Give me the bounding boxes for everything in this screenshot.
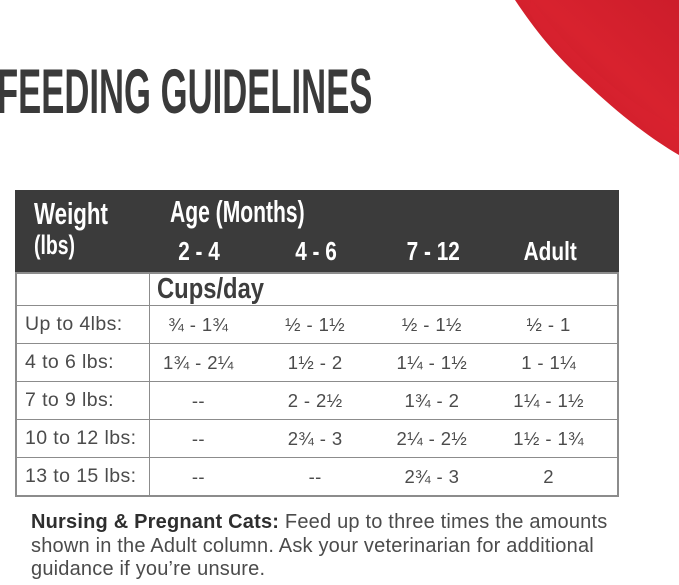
cell-value: 1¼ - 1½	[396, 351, 468, 373]
column-header-2-4: 2 - 4	[177, 236, 220, 266]
cell-value: 2¾ - 3	[287, 427, 343, 449]
note-line-3: guidance if you’re unsure.	[31, 558, 266, 580]
cell-value: 1¼ - 1½	[513, 389, 584, 411]
nursing-pregnant-note: Nursing & Pregnant Cats: Feed up to thre…	[31, 511, 641, 582]
cell-value: --	[191, 389, 205, 411]
note-line-1: Nursing & Pregnant Cats: Feed up to thre…	[31, 511, 641, 535]
age-months-header: Age (Months)	[170, 194, 305, 229]
cell-value: --	[191, 427, 205, 449]
table-row: 7 to 9 lbs: -- 2 - 2½ 1¾ - 2 1¼ - 1½	[17, 382, 617, 420]
table-row: 13 to 15 lbs: -- -- 2¾ - 3 2	[17, 458, 617, 495]
cell-value: 2	[543, 465, 554, 487]
column-header-adult: Adult	[523, 236, 577, 266]
cell-value: 1¾ - 2¼	[163, 351, 234, 373]
weight-header-label: Weight	[34, 196, 108, 231]
table-row: Up to 4lbs: ¾ - 1¾ ½ - 1½ ½ - 1½ ½ - 1	[17, 306, 617, 344]
units-row-empty-cell	[17, 274, 150, 305]
cell-value: ½ - 1½	[401, 313, 462, 335]
table-row: 10 to 12 lbs: -- 2¾ - 3 2¼ - 2½ 1½ - 1¾	[17, 420, 617, 458]
table-body: Cups/day Up to 4lbs: ¾ - 1¾ ½ - 1½ ½ - 1…	[15, 272, 619, 497]
row-label: 13 to 15 lbs:	[17, 458, 150, 495]
age-column-labels: 2 - 4 4 - 6 7 - 12 Adult	[150, 237, 619, 265]
units-row: Cups/day	[17, 274, 617, 306]
row-label: Up to 4lbs:	[17, 306, 150, 343]
cups-per-day-label: Cups/day	[157, 273, 265, 305]
cell-value: ½ - 1½	[285, 313, 346, 335]
note-line-1-rest: Feed up to three times the amounts	[279, 511, 608, 533]
cell-value: 1½ - 1¾	[513, 427, 584, 449]
row-label: 10 to 12 lbs:	[17, 420, 150, 457]
cell-value: ¾ - 1¾	[168, 313, 229, 335]
cell-value: --	[191, 465, 205, 487]
weight-column-header: Weight (lbs)	[34, 197, 137, 261]
feeding-table: Weight (lbs) Age (Months) 2 - 4 4 - 6 7 …	[15, 190, 619, 497]
row-label: 4 to 6 lbs:	[17, 344, 150, 381]
weight-units-label: (lbs)	[34, 230, 76, 260]
red-swoosh-decoration	[515, 0, 679, 155]
note-line-2: shown in the Adult column. Ask your vete…	[31, 534, 594, 557]
cell-value: 1¾ - 2	[404, 389, 460, 411]
table-row: 4 to 6 lbs: 1¾ - 2¼ 1½ - 2 1¼ - 1½ 1 - 1…	[17, 344, 617, 382]
cell-value: 1½ - 2	[287, 351, 343, 373]
cell-value: --	[308, 465, 322, 487]
column-header-7-12: 7 - 12	[406, 236, 460, 266]
page-title: FEEDING GUIDELINES	[0, 57, 373, 127]
note-bold-lead: Nursing & Pregnant Cats:	[31, 511, 280, 533]
cell-value: 1 - 1¼	[521, 351, 577, 373]
cell-value: 2 - 2½	[287, 389, 343, 411]
table-header: Weight (lbs) Age (Months) 2 - 4 4 - 6 7 …	[15, 190, 619, 272]
cell-value: 2¾ - 3	[404, 465, 460, 487]
column-header-4-6: 4 - 6	[295, 236, 337, 266]
row-label: 7 to 9 lbs:	[17, 382, 150, 419]
cell-value: 2¼ - 2½	[396, 427, 468, 449]
cell-value: ½ - 1	[526, 313, 571, 335]
